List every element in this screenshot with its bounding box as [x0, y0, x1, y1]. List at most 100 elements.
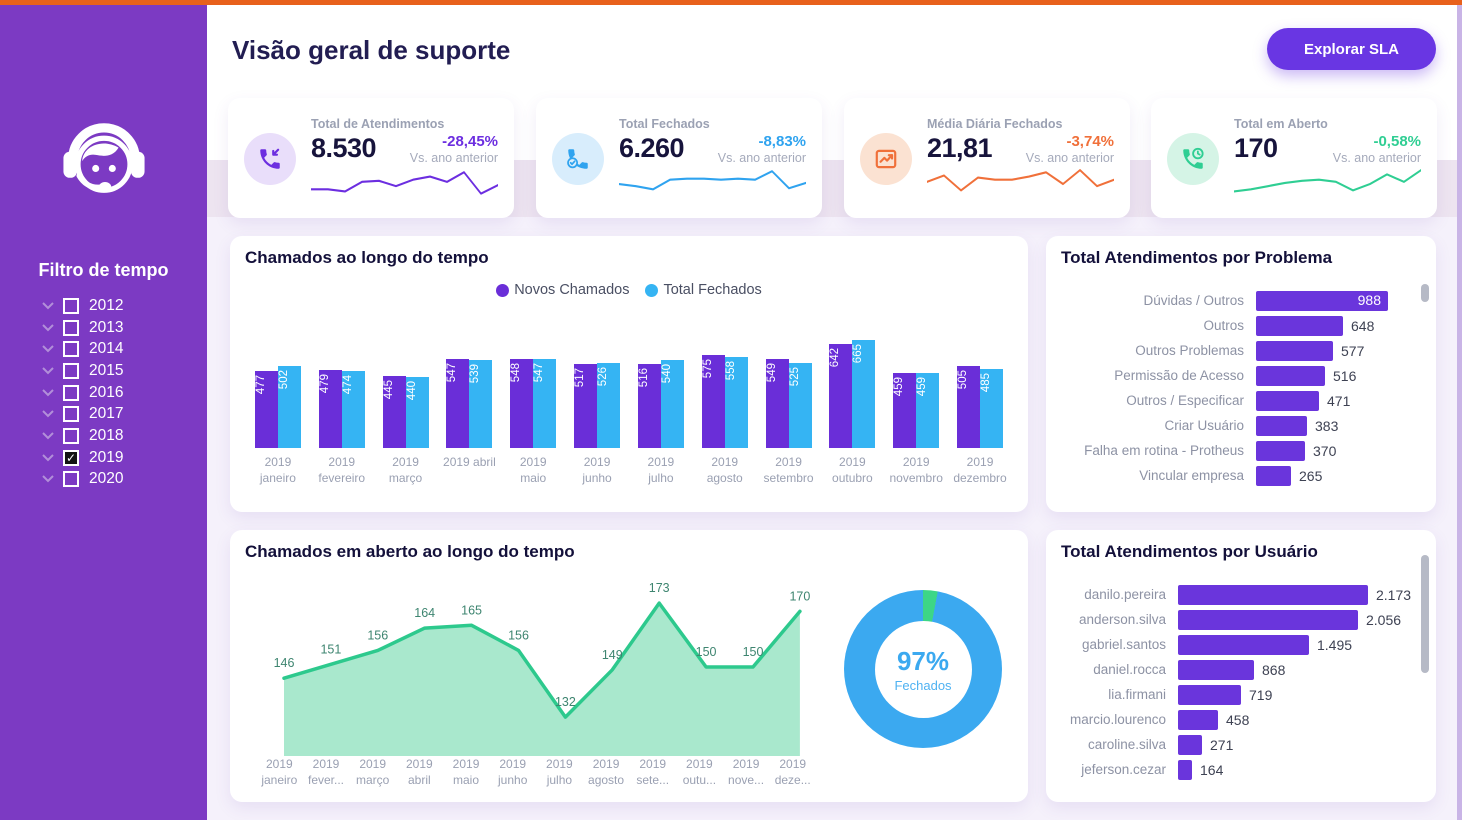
- chevron-down-icon[interactable]: [42, 301, 56, 311]
- chevron-down-icon[interactable]: [42, 431, 56, 441]
- bar[interactable]: [1178, 759, 1192, 780]
- donut-chart[interactable]: 97% Fechados: [844, 590, 1002, 748]
- svg-text:151: 151: [320, 642, 341, 656]
- year-label[interactable]: 2019: [89, 448, 124, 466]
- hbar-row: anderson.silva 2.056: [1060, 607, 1414, 632]
- bar-total-fechados[interactable]: 539: [469, 360, 493, 448]
- legend-item-total-fechados[interactable]: Total Fechados: [645, 282, 762, 298]
- bar[interactable]: [1178, 734, 1202, 755]
- bar-value-label: 540: [660, 364, 673, 384]
- year-checkbox-2014[interactable]: [63, 341, 79, 358]
- year-label[interactable]: 2012: [89, 296, 124, 314]
- scrollbar-thumb[interactable]: [1421, 284, 1429, 302]
- hbar-row: Dúvidas / Outros 988: [1060, 288, 1414, 313]
- x-axis-label: 2019 junho: [498, 757, 528, 787]
- bar-novos-chamados[interactable]: 479: [318, 370, 342, 448]
- bar-total-fechados[interactable]: 526: [597, 363, 621, 448]
- bar-total-fechados[interactable]: 558: [724, 357, 748, 448]
- year-checkbox-2018[interactable]: [63, 427, 79, 444]
- bar-total-fechados[interactable]: 540: [660, 360, 684, 448]
- bar-total-fechados[interactable]: 474: [341, 371, 365, 448]
- bar[interactable]: [1178, 634, 1309, 655]
- category-label: anderson.silva: [1078, 612, 1166, 627]
- page-scrollbar[interactable]: [1457, 5, 1462, 820]
- bar-value-label: 502: [277, 370, 290, 390]
- bar-total-fechados[interactable]: 459: [916, 373, 940, 448]
- hbar-plot-area: Dúvidas / Outros 988 Outros 648 Outros P…: [1060, 288, 1414, 488]
- bar[interactable]: [1256, 390, 1319, 411]
- scrollbar-thumb[interactable]: [1421, 555, 1429, 673]
- bar[interactable]: [1256, 415, 1307, 436]
- svg-text:165: 165: [461, 603, 482, 617]
- category-label: Falha em rotina - Protheus: [1084, 443, 1244, 458]
- category-label: jeferson.cezar: [1081, 762, 1166, 777]
- bar[interactable]: [1256, 315, 1343, 336]
- bar-novos-chamados[interactable]: 517: [574, 364, 598, 448]
- chevron-down-icon[interactable]: [42, 474, 56, 484]
- bar[interactable]: 988: [1256, 290, 1388, 311]
- bar-total-fechados[interactable]: 502: [277, 366, 301, 448]
- year-checkbox-2013[interactable]: [63, 319, 79, 336]
- year-label[interactable]: 2013: [89, 318, 124, 336]
- bar-total-fechados[interactable]: 440: [405, 377, 429, 448]
- bar[interactable]: [1256, 440, 1305, 461]
- chevron-down-icon[interactable]: [42, 344, 56, 354]
- bar-novos-chamados[interactable]: 505: [957, 366, 981, 448]
- bar-total-fechados[interactable]: 547: [533, 359, 557, 448]
- year-label[interactable]: 2015: [89, 361, 124, 379]
- bar-novos-chamados[interactable]: 575: [701, 355, 725, 448]
- bar-novos-chamados[interactable]: 642: [829, 344, 853, 448]
- chevron-down-icon[interactable]: [42, 453, 56, 463]
- bar-value: 1.495: [1317, 636, 1353, 653]
- chart-title: Total Atendimentos por Problema: [1061, 248, 1333, 267]
- area-chart[interactable]: 146 151 156 164 165 156 132 149 173 150 150 170: [246, 570, 821, 762]
- bar[interactable]: [1256, 465, 1291, 486]
- bar[interactable]: [1178, 609, 1358, 630]
- hbar-row: Permissão de Acesso 516: [1060, 363, 1414, 388]
- bar[interactable]: [1256, 340, 1333, 361]
- year-checkbox-2019[interactable]: ✓: [63, 449, 79, 466]
- bar-total-fechados[interactable]: 525: [788, 363, 812, 448]
- bar[interactable]: [1256, 365, 1325, 386]
- x-axis-label: 2019 agosto: [588, 757, 625, 787]
- bar[interactable]: [1178, 659, 1254, 680]
- hbar-row: Outros 648: [1060, 313, 1414, 338]
- year-label[interactable]: 2018: [89, 426, 124, 444]
- year-checkbox-2020[interactable]: [63, 471, 79, 488]
- year-label[interactable]: 2014: [89, 340, 124, 358]
- bar-novos-chamados[interactable]: 516: [637, 364, 661, 448]
- chevron-down-icon[interactable]: [42, 323, 56, 333]
- chevron-down-icon[interactable]: [42, 409, 56, 419]
- kpi-delta-note: Vs. ano anterior: [717, 151, 806, 165]
- bar-novos-chamados[interactable]: 445: [382, 376, 406, 448]
- chart-title: Total Atendimentos por Usuário: [1061, 542, 1318, 561]
- year-checkbox-2015[interactable]: [63, 362, 79, 379]
- bar-novos-chamados[interactable]: 547: [446, 359, 470, 448]
- phone-check-icon: [552, 133, 604, 185]
- bar[interactable]: [1178, 584, 1368, 605]
- year-checkbox-2016[interactable]: [63, 384, 79, 401]
- bar-novos-chamados[interactable]: 459: [893, 373, 917, 448]
- chevron-down-icon[interactable]: [42, 388, 56, 398]
- x-axis-label: 2019 junho: [582, 455, 612, 485]
- bar-group: 479 474: [310, 306, 374, 448]
- bar[interactable]: [1178, 709, 1218, 730]
- bar-novos-chamados[interactable]: 548: [510, 359, 534, 448]
- bar-total-fechados[interactable]: 665: [852, 340, 876, 448]
- bar-total-fechados[interactable]: 485: [980, 369, 1004, 448]
- chevron-down-icon[interactable]: [42, 366, 56, 376]
- x-axis-label: 2019 fever...: [307, 757, 345, 787]
- year-label[interactable]: 2016: [89, 383, 124, 401]
- bar-value: 516: [1333, 367, 1357, 384]
- year-checkbox-2012[interactable]: [63, 297, 79, 314]
- bar-value-label: 516: [637, 368, 650, 388]
- bar-novos-chamados[interactable]: 549: [765, 359, 789, 448]
- legend-item-novos-chamados[interactable]: Novos Chamados: [496, 282, 629, 298]
- bar[interactable]: [1178, 684, 1241, 705]
- bar-novos-chamados[interactable]: 477: [254, 371, 278, 448]
- year-label[interactable]: 2020: [89, 470, 124, 488]
- year-label[interactable]: 2017: [89, 405, 124, 423]
- bar-value-label: 505: [957, 370, 970, 390]
- explore-sla-button[interactable]: Explorar SLA: [1267, 28, 1436, 70]
- year-checkbox-2017[interactable]: [63, 406, 79, 423]
